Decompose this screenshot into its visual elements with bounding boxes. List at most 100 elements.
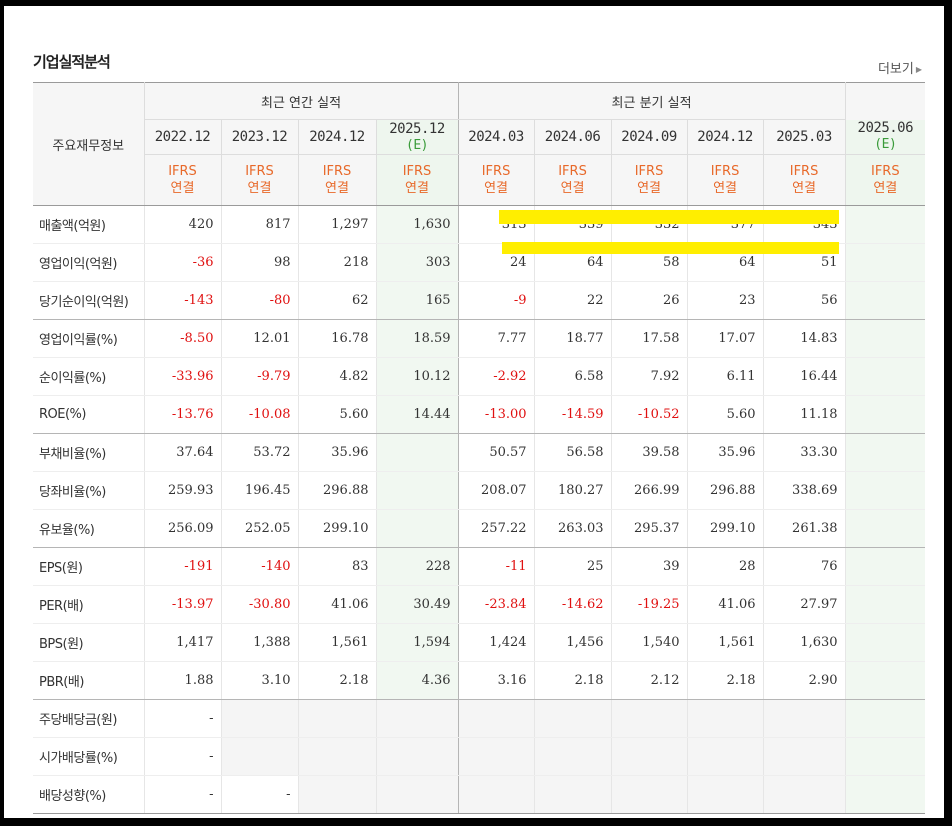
chevron-right-icon: ▶: [915, 65, 922, 74]
table-cell: [533, 699, 612, 738]
table-cell: 259.93: [143, 471, 221, 510]
period-label: 2024.12: [697, 129, 753, 145]
consolidated-label: 연결: [170, 181, 195, 196]
table-cell: 1,297: [297, 205, 376, 244]
table-cell: 2.18: [686, 661, 764, 700]
ifrs-label: IFRS: [558, 164, 587, 179]
consolidated-label: 연결: [560, 181, 585, 196]
table-cell: -: [220, 775, 298, 814]
table-cell: [762, 699, 846, 738]
table-cell: 39: [610, 547, 688, 586]
table-cell: [457, 699, 535, 738]
table-cell: 17.07: [686, 319, 764, 358]
table-cell: 18.77: [533, 319, 612, 358]
table-cell: 16.78: [297, 319, 376, 358]
table-row: 주당배당금(원) -: [33, 699, 926, 738]
table-cell: -8.50: [143, 319, 221, 358]
ifrs-label: IFRS: [870, 164, 900, 179]
table-cell: 7.77: [457, 319, 535, 358]
table-cell: [844, 357, 926, 396]
table-cell: 18.59: [375, 319, 459, 358]
stub-header: 주요재무정보: [33, 82, 144, 206]
table-cell: [375, 433, 459, 472]
table-cell: 50.57: [457, 433, 535, 472]
table-cell: 30.49: [375, 585, 459, 624]
period-label: 2024.12: [309, 129, 365, 145]
table-cell: -: [143, 737, 221, 776]
period-label: 2025.06: [857, 120, 914, 137]
row-label: PBR(배): [33, 661, 144, 700]
table-cell: 338.69: [762, 471, 846, 510]
table-cell: -191: [143, 547, 221, 586]
table-cell: 295.37: [610, 509, 688, 548]
period-label: 2024.03: [468, 129, 524, 145]
estimate-mark: (E): [406, 137, 428, 153]
table-cell: 1.88: [143, 661, 221, 700]
table-row: 순이익률(%) -33.96 -9.79 4.82 10.12 -2.92 6.58 7.92…: [33, 357, 926, 396]
table-cell: [844, 471, 926, 510]
table-cell: 180.27: [533, 471, 612, 510]
table-cell: [844, 433, 926, 472]
period-header: 2024.09: [610, 119, 688, 155]
table-cell: -11: [457, 547, 535, 586]
table-cell: 3.16: [457, 661, 535, 700]
table-cell: 303: [375, 243, 459, 282]
row-label: 배당성향(%): [33, 775, 144, 814]
table-cell: -13.97: [143, 585, 221, 624]
estimate-mark: (E): [874, 137, 897, 153]
row-label: ROE(%): [33, 395, 144, 434]
table-cell: [297, 775, 376, 814]
table-cell: -9.79: [220, 357, 298, 396]
more-link[interactable]: 더보기 ▶: [878, 58, 922, 77]
table-cell: [686, 737, 764, 776]
table-row: PBR(배) 1.88 3.10 2.18 4.36 3.16 2.18 2.12 2.18 2.…: [33, 661, 926, 700]
table-cell: -: [143, 699, 221, 738]
row-label: 영업이익(억원): [33, 243, 144, 282]
table-cell: [610, 699, 688, 738]
table-cell: 4.36: [375, 661, 459, 700]
consolidated-label: 연결: [637, 181, 661, 196]
table-cell: 22: [533, 281, 612, 320]
table-cell: 817: [220, 205, 298, 244]
table-cell: 28: [686, 547, 764, 586]
period-label: 2022.12: [154, 129, 211, 145]
row-label: PER(배): [33, 585, 144, 624]
table-cell: 208.07: [457, 471, 535, 510]
table-cell: -33.96: [143, 357, 221, 396]
ifrs-badge: IFRS 연결: [762, 154, 846, 206]
table-cell: [220, 737, 298, 776]
table-row: 당좌비율(%) 259.93 196.45 296.88 208.07 180.27 266…: [33, 471, 926, 510]
table-cell: 56.58: [533, 433, 612, 472]
period-header: 2025.12 (E): [375, 119, 459, 155]
period-header: 2025.03: [762, 119, 846, 155]
row-label: 매출액(억원): [33, 205, 144, 244]
table-cell: [375, 509, 459, 548]
table-cell: 27.97: [762, 585, 846, 624]
table-cell: -14.59: [533, 395, 612, 434]
table-cell: 4.82: [297, 357, 376, 396]
table-cell: [844, 585, 926, 624]
period-label: 2024.09: [621, 129, 677, 145]
row-label: 당기순이익(억원): [33, 281, 144, 320]
table-row: 당기순이익(억원) -143 -80 62 165 -9 22 26 23 56: [33, 281, 926, 320]
period-header: 2024.12: [686, 119, 764, 155]
table-cell: [762, 737, 846, 776]
table-cell: 7.92: [610, 357, 688, 396]
table-cell: 1,561: [297, 623, 376, 662]
table-cell: 33.30: [762, 433, 846, 472]
table-row: ROE(%) -13.76 -10.08 5.60 14.44 -13.00 -14.59-…: [33, 395, 926, 434]
period-header: 2024.12: [297, 119, 376, 155]
annual-group-header: 최근 연간 실적: [143, 82, 459, 120]
table-cell: 263.03: [533, 509, 612, 548]
table-cell: 1,540: [610, 623, 688, 662]
table-cell: 165: [375, 281, 459, 320]
table-cell: [844, 737, 926, 776]
table-cell: 39.58: [610, 433, 688, 472]
table-cell: -140: [220, 547, 298, 586]
table-cell: 83: [297, 547, 376, 586]
ifrs-label: IFRS: [710, 164, 740, 179]
consolidated-label: 연결: [325, 181, 349, 196]
table-cell: [844, 623, 926, 662]
table-cell: [457, 775, 535, 814]
ifrs-badge: IFRS 연결: [143, 154, 221, 206]
